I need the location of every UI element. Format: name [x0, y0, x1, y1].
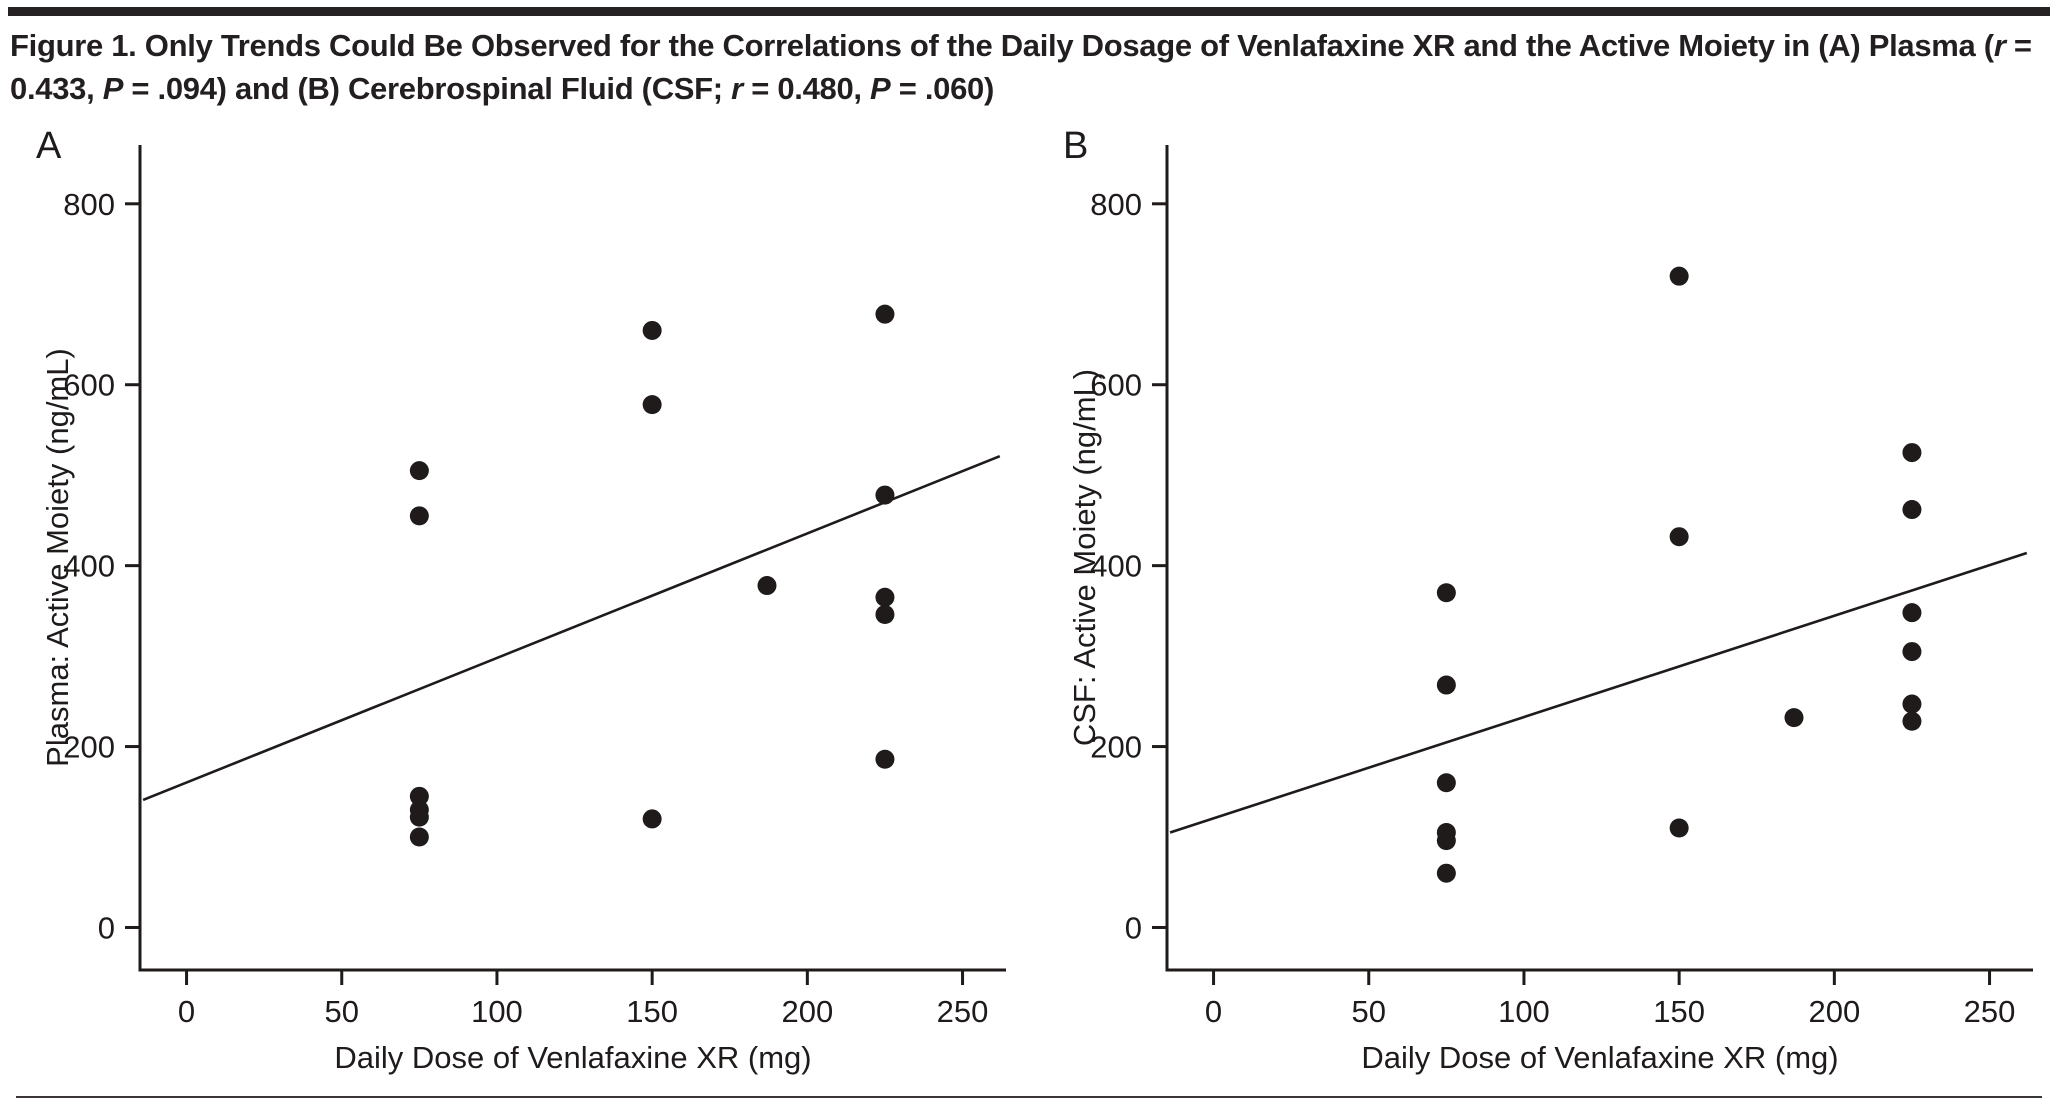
panel-label-b: B: [1063, 125, 1088, 167]
x-tick-label: 150: [626, 994, 678, 1029]
data-point: [642, 320, 662, 340]
data-point: [875, 587, 895, 607]
data-point: [875, 749, 895, 769]
x-axis-title: Daily Dose of Venlafaxine XR (mg): [334, 1040, 811, 1075]
y-tick-label: 200: [63, 730, 115, 765]
data-point: [1669, 527, 1689, 547]
data-point: [1436, 831, 1456, 851]
y-tick-label: 800: [63, 187, 115, 222]
x-tick-label: 50: [325, 994, 359, 1029]
y-tick-label: 400: [1090, 549, 1142, 584]
x-tick-label: 50: [1352, 994, 1386, 1029]
scatter-panel-b: B 0 50 100 150 200 250 0 200 400 600 800 Daily Dose …: [1063, 125, 2033, 1075]
top-border-rule: [8, 7, 2050, 16]
scatter-panel-a: A 0 50 100 150 200 250 0 200 400 600 800 Daily Dose …: [36, 125, 1006, 1075]
data-point: [1436, 773, 1456, 793]
data-point: [1784, 708, 1804, 728]
title-segment-7: P: [870, 71, 891, 106]
data-point: [409, 461, 429, 481]
trend-line: [1169, 551, 2028, 834]
x-tick-label: 250: [937, 994, 989, 1029]
data-point: [1436, 863, 1456, 883]
x-tick-label: 0: [178, 994, 195, 1029]
data-point: [1902, 694, 1922, 714]
x-tick-label: 150: [1653, 994, 1705, 1029]
title-segment-4: = .094) and (B) Cerebrospinal Fluid (CSF…: [123, 71, 732, 106]
data-point: [409, 786, 429, 806]
data-point: [1902, 443, 1922, 463]
panel-label-a: A: [36, 125, 62, 167]
data-point: [409, 506, 429, 526]
y-tick-label: 200: [1090, 730, 1142, 765]
data-point: [1436, 583, 1456, 603]
data-point: [642, 809, 662, 829]
x-tick-label: 100: [471, 994, 523, 1029]
trend-line: [142, 454, 1001, 802]
title-segment-6: = 0.480,: [742, 71, 871, 106]
data-point: [1902, 500, 1922, 520]
x-tick-label: 200: [781, 994, 833, 1029]
x-tick-label: 100: [1498, 994, 1550, 1029]
bottom-border-rule: [16, 1096, 2042, 1098]
y-axis-title: CSF: Active Moiety (ng/mL): [1067, 369, 1102, 746]
x-tick-label: 250: [1964, 994, 2016, 1029]
y-tick-label: 0: [1125, 910, 1142, 945]
data-point: [875, 304, 895, 324]
data-point: [1669, 266, 1689, 286]
y-tick-label: 600: [63, 368, 115, 403]
data-point: [875, 604, 895, 624]
data-point: [642, 395, 662, 415]
figure-title: Figure 1. Only Trends Could Be Observed …: [10, 24, 2050, 110]
data-point: [875, 485, 895, 505]
x-axis-title: Daily Dose of Venlafaxine XR (mg): [1361, 1040, 1838, 1075]
data-point: [409, 807, 429, 827]
y-tick-label: 800: [1090, 187, 1142, 222]
data-point: [1902, 711, 1922, 731]
data-point: [1669, 818, 1689, 838]
y-axis-title: Plasma: Active Moiety (ng/mL): [40, 348, 75, 767]
y-tick-label: 400: [63, 549, 115, 584]
title-segment-2: = 0.433,: [10, 28, 2032, 106]
data-point: [409, 827, 429, 847]
title-segment-1: r: [1993, 28, 2006, 63]
title-segment-3: P: [102, 71, 124, 106]
title-segment-5: r: [731, 71, 743, 106]
x-tick-label: 200: [1808, 994, 1860, 1029]
title-segment-8: = .060): [890, 71, 995, 106]
data-point: [1902, 642, 1922, 662]
data-point: [1902, 603, 1922, 623]
x-tick-label: 0: [1205, 994, 1222, 1029]
title-segment-0: Figure 1. Only Trends Could Be Observed …: [10, 28, 1994, 63]
data-point: [757, 576, 777, 596]
y-tick-label: 600: [1090, 368, 1142, 403]
y-tick-label: 0: [98, 910, 115, 945]
data-point: [1436, 675, 1456, 695]
